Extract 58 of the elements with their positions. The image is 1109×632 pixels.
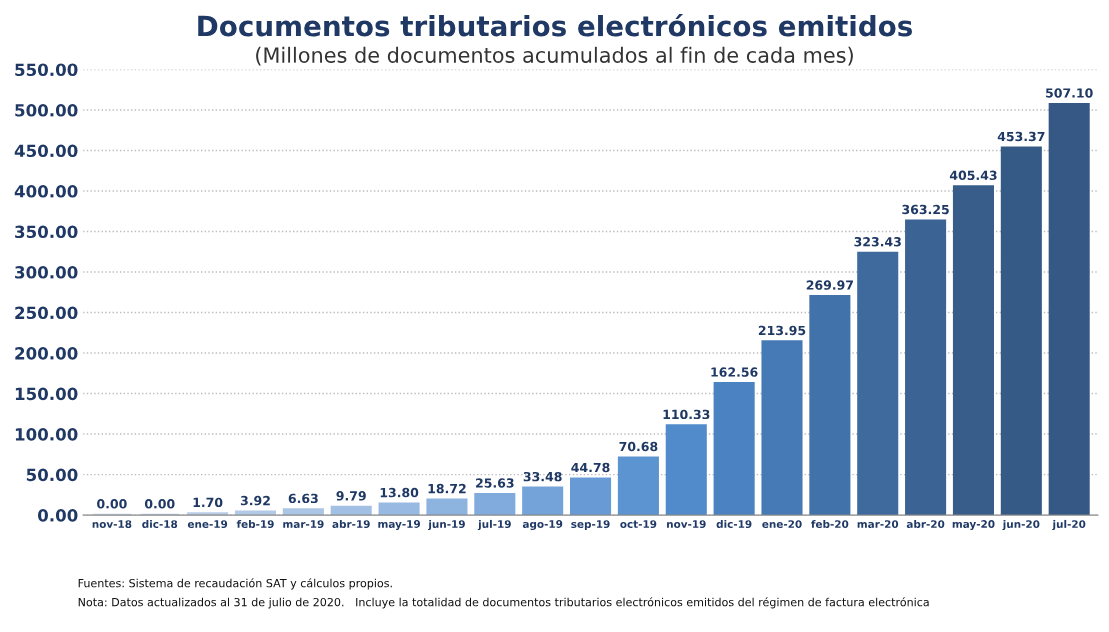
text: Nota: Datos actualizados al 31 de julio de 2020. Incluye la totalidad de documentos tributarios electrónicos emitidos del régimen de factura electrónica xyxy=(78,597,929,609)
data-label: 9.79 xyxy=(336,491,366,501)
data-label: 453.37 xyxy=(997,131,1045,142)
x-tick-label: jun-19 xyxy=(427,519,465,531)
x-tick-label: jul-19 xyxy=(477,519,511,531)
x-tick-label: ago-19 xyxy=(522,520,563,531)
data-label: 1.70 xyxy=(193,497,223,508)
x-tick-label: dic-18 xyxy=(142,519,178,528)
y-tick-label: 550.00 xyxy=(15,63,78,77)
x-tick-label: abr-19 xyxy=(332,519,370,528)
y-tick-label: 450.00 xyxy=(14,144,78,158)
x-tick-label: nov-18 xyxy=(92,520,132,528)
x-tick-label: nov-19 xyxy=(667,520,706,528)
x-tick-label: ene-20 xyxy=(762,520,802,528)
y-tick-label: 200.00 xyxy=(15,347,78,360)
x-tick-label: ene-19 xyxy=(187,520,228,528)
x-tick-label: may-19 xyxy=(378,520,420,531)
data-label: 13.80 xyxy=(380,487,419,498)
chart-title: Documentos tributarios electrónicos emitidos xyxy=(198,13,912,37)
y-tick-label: 50.00 xyxy=(26,468,78,482)
y-tick-label: 100.00 xyxy=(15,428,78,441)
x-tick-label: jun-20 xyxy=(1002,519,1040,531)
y-tick-label: 150.00 xyxy=(15,387,78,401)
data-label: 405.43 xyxy=(949,170,997,181)
x-tick-label: jul-20 xyxy=(1052,519,1086,531)
x-tick-label: sep-19 xyxy=(571,520,610,531)
x-tick-label: oct-19 xyxy=(620,520,657,528)
y-tick-label: 250.00 xyxy=(15,306,78,320)
data-label: 18.72 xyxy=(428,483,466,494)
data-label: 507.10 xyxy=(1046,88,1093,98)
x-tick-label: mar-19 xyxy=(283,520,324,528)
data-label: 0.00 xyxy=(97,499,127,509)
y-tick-label: 500.00 xyxy=(15,103,78,117)
data-label: 25.63 xyxy=(476,478,514,488)
x-tick-label: may-20 xyxy=(952,520,995,531)
data-label: 44.78 xyxy=(571,462,610,473)
x-tick-label: mar-20 xyxy=(857,520,899,528)
y-tick-label: 0.00 xyxy=(37,509,78,522)
source-note: Fuentes: Sistema de recaudación SAT y cálculos propios. xyxy=(78,578,392,590)
data-label: 6.63 xyxy=(288,493,318,504)
x-tick-label: abr-20 xyxy=(906,519,945,528)
x-tick-label: feb-20 xyxy=(811,519,849,528)
data-label: 323.43 xyxy=(854,237,901,247)
data-label: 213.95 xyxy=(758,325,806,336)
x-tick-label: dic-19 xyxy=(716,519,752,528)
data-label: 0.00 xyxy=(144,499,175,509)
data-label: 70.68 xyxy=(619,441,658,452)
data-label: 33.48 xyxy=(523,471,562,482)
chart-subtitle: (Millones de documentos acumulados al fin de cada mes) xyxy=(256,46,853,66)
y-tick-label: 350.00 xyxy=(15,225,78,239)
data-label: 110.33 xyxy=(663,409,710,420)
data-label: 3.92 xyxy=(240,495,270,506)
data-label: 363.25 xyxy=(902,204,949,215)
y-tick-label: 400.00 xyxy=(14,185,78,198)
y-tick-label: 300.00 xyxy=(15,266,78,279)
x-tick-label: feb-19 xyxy=(236,519,274,528)
data-label: 162.56 xyxy=(711,367,758,377)
data-label: 269.97 xyxy=(806,280,853,290)
